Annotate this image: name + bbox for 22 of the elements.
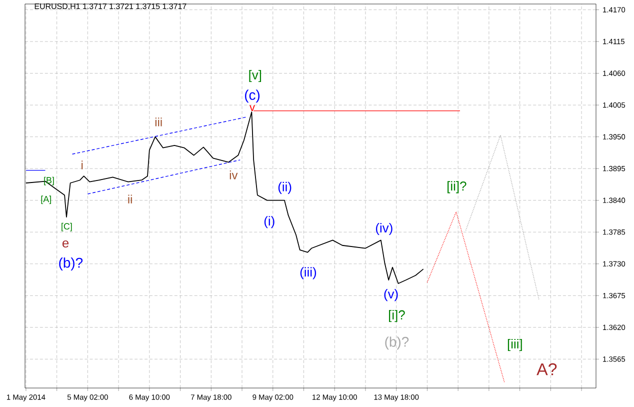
annotation: (c) [244,90,260,103]
annotation: e [62,240,69,248]
annotation: [iii] [508,338,522,352]
annotation: (iii) [300,267,316,280]
annotation: [C] [62,222,72,232]
annotation: (ii) [278,182,292,194]
annotation: v [250,105,255,111]
annotation: iii [155,118,162,126]
annotation: ii [128,194,132,204]
annotation: [A] [41,196,51,204]
annotation: [B] [44,176,54,186]
annotation: (i) [264,216,274,228]
annotation: A? [536,363,557,376]
annotation: (iv) [376,222,392,236]
annotation: iv [230,170,238,180]
annotation: [v] [249,70,262,82]
annotation: i [82,160,83,170]
annotation: [ii]? [448,181,466,194]
annotation: (v) [384,289,398,302]
annotation: [i]? [389,310,405,322]
annotation: (b)? [385,336,409,350]
annotation: (b)? [59,257,83,270]
